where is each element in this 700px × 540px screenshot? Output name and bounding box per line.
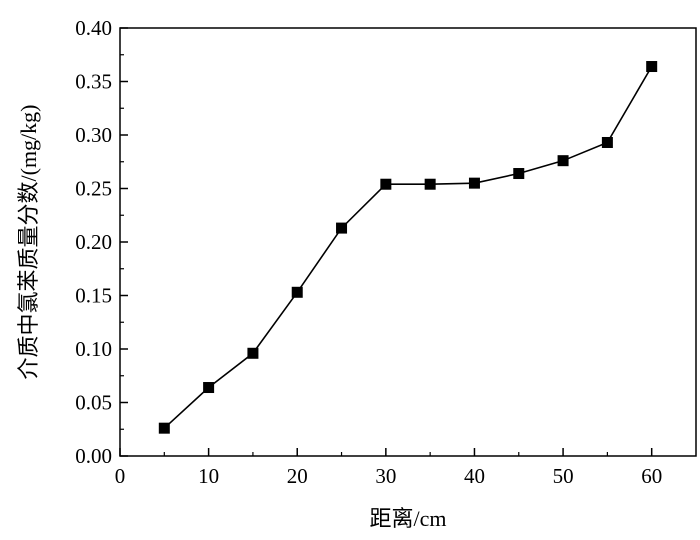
y-axis-title: 介质中氯苯质量分数/(mg/kg) (16, 105, 41, 380)
y-tick-label: 0.20 (75, 230, 112, 254)
y-tick-label: 0.40 (75, 16, 112, 40)
x-tick-label: 60 (641, 464, 662, 488)
x-tick-label: 20 (287, 464, 308, 488)
data-point (468, 177, 480, 189)
data-series (158, 61, 658, 434)
x-tick-label: 30 (375, 464, 396, 488)
x-tick-label: 40 (464, 464, 485, 488)
y-tick-label: 0.00 (75, 444, 112, 468)
data-point (203, 382, 215, 394)
data-point (601, 136, 613, 148)
data-point (380, 178, 392, 190)
y-tick-label: 0.05 (75, 391, 112, 415)
data-point (424, 178, 436, 190)
data-point (158, 422, 170, 434)
y-tick-label: 0.10 (75, 337, 112, 361)
x-axis-title: 距离/cm (370, 506, 447, 531)
y-tick-label: 0.30 (75, 123, 112, 147)
data-point (513, 168, 525, 180)
y-tick-label: 0.25 (75, 177, 112, 201)
data-point (291, 286, 303, 298)
data-point (247, 347, 259, 359)
x-tick-label: 50 (553, 464, 574, 488)
axis-ticks: 0 10 20 30 40 50 60 0.00 0.05 0.10 0.15 0.20 0.25 0.3… (75, 16, 662, 488)
x-tick-label: 10 (198, 464, 219, 488)
x-tick-label: 0 (115, 464, 126, 488)
series-line (163, 66, 653, 429)
y-tick-label: 0.35 (75, 70, 112, 94)
data-point (646, 61, 658, 73)
data-point (336, 222, 348, 234)
data-point (557, 155, 569, 167)
y-tick-label: 0.15 (75, 284, 112, 308)
